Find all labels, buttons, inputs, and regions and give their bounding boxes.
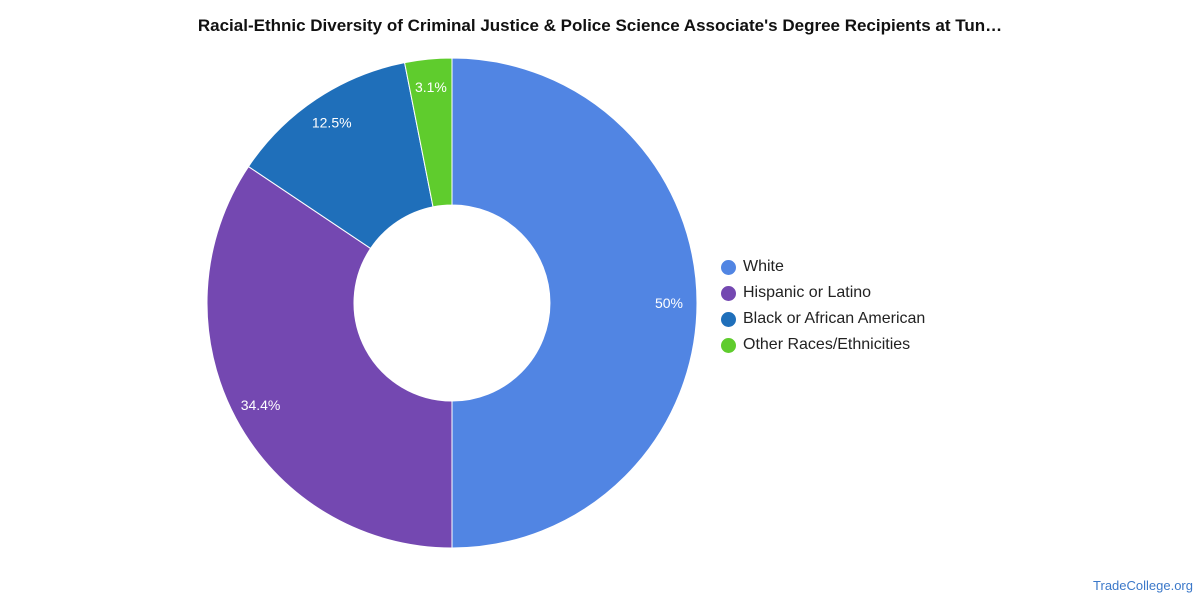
slice-label-other-races-ethnicities: 3.1% [415,79,447,95]
slice-black-or-african-american[interactable] [247,62,434,250]
legend-swatch-white [721,259,736,275]
legend-label-black-or-african-american: Black or African American [743,310,926,327]
chart-title: Racial-Ethnic Diversity of Criminal Just… [197,16,1003,35]
legend-label-white: White [743,258,784,275]
legend-item-other-races-ethnicities[interactable]: Other Races/Ethnicities [721,332,925,358]
legend-swatch-other-races-ethnicities [721,337,736,353]
slice-label-hispanic-or-latino: 34.4% [241,397,281,413]
slice-label-black-or-african-american: 12.5% [312,114,352,130]
legend-swatch-black-or-african-american [721,311,736,327]
legend-item-white[interactable]: White [721,254,925,280]
slice-white[interactable] [451,57,698,549]
legend-item-hispanic-or-latino[interactable]: Hispanic or Latino [721,280,925,306]
legend-item-black-or-african-american[interactable]: Black or African American [721,306,925,332]
slice-hispanic-or-latino[interactable] [206,165,453,549]
legend-swatch-hispanic-or-latino [721,285,736,301]
source-credit[interactable]: TradeCollege.org [1093,578,1193,593]
legend-label-other-races-ethnicities: Other Races/Ethnicities [743,336,911,353]
legend-label-hispanic-or-latino: Hispanic or Latino [743,284,872,301]
legend: White Hispanic or Latino Black or African … [721,254,925,358]
slice-label-white: 50% [655,295,683,311]
slice-other-races-ethnicities[interactable] [403,57,453,208]
